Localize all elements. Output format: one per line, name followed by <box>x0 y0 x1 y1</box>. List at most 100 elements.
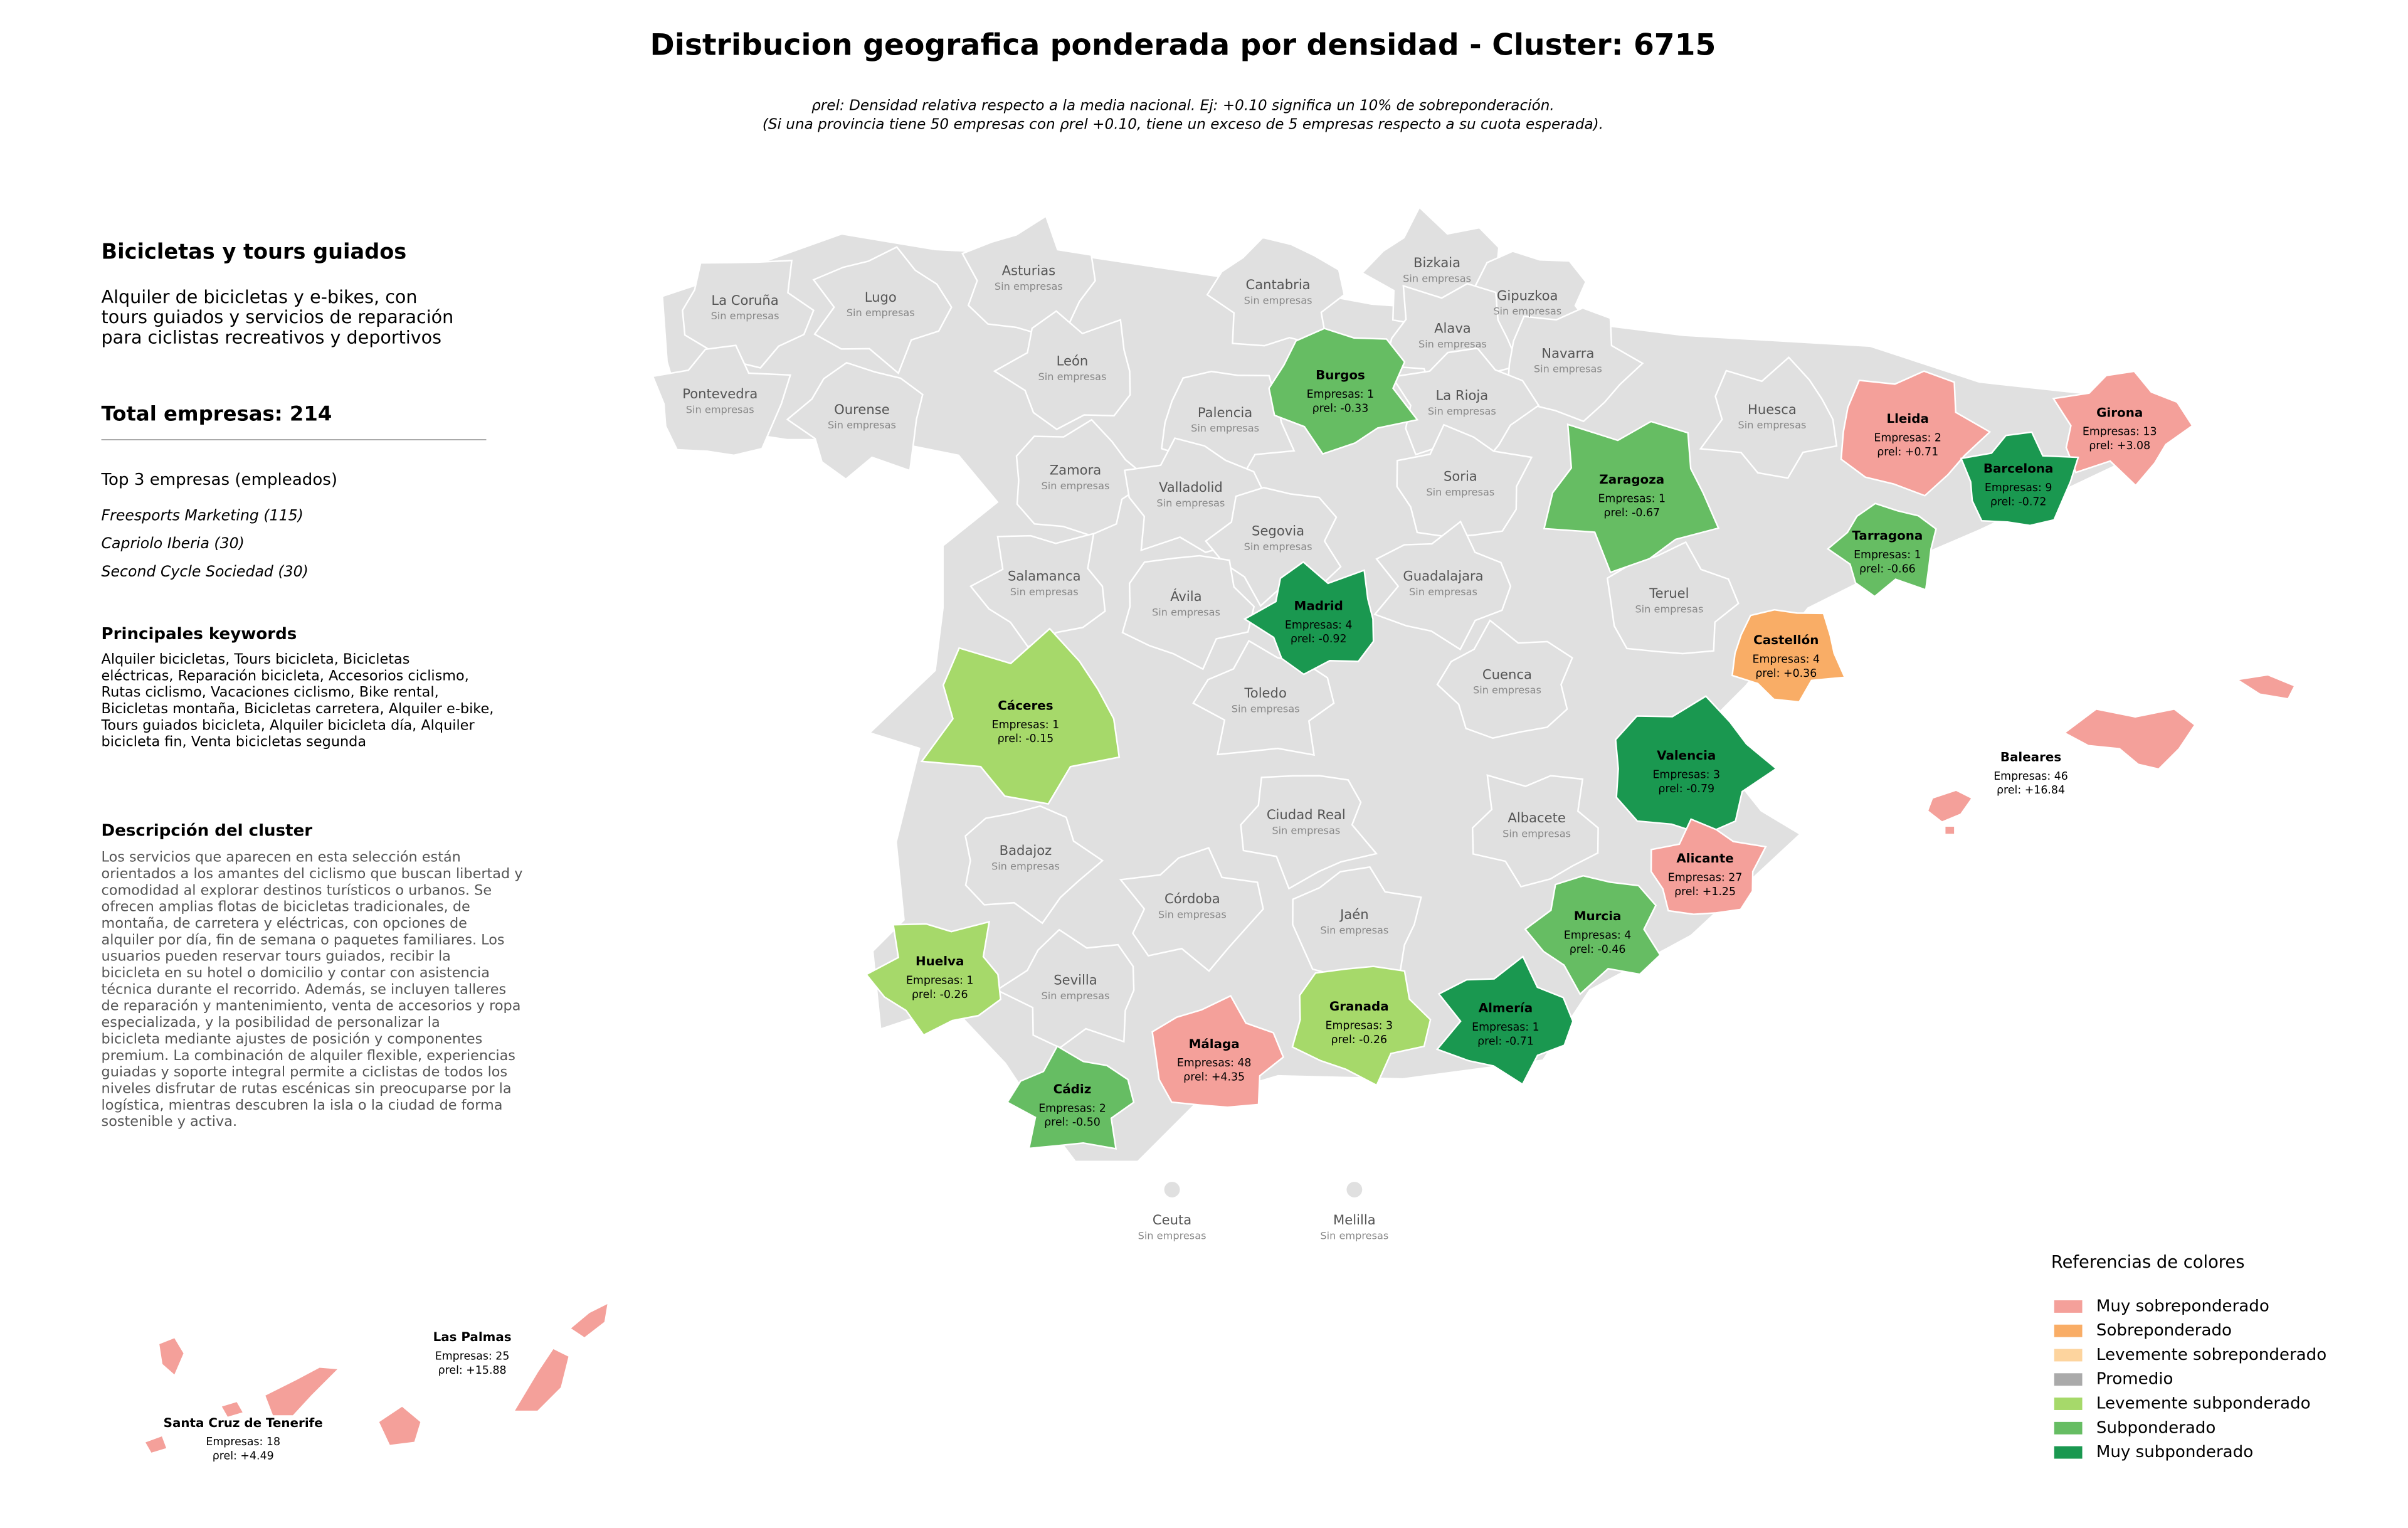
province-name: Valladolid <box>1159 479 1223 495</box>
province-name: Cantabria <box>1245 277 1310 292</box>
province-name: La Coruña <box>711 292 778 308</box>
province-name: Zaragoza <box>1599 472 1664 487</box>
province-count: Empresas: 1 <box>1307 388 1375 401</box>
province-shape <box>1471 774 1599 888</box>
province-name: Salamanca <box>1008 568 1081 584</box>
description-line: bicicleta en su hotel o domicilio y cont… <box>102 965 490 981</box>
province-status: Sin empresas <box>1534 363 1602 375</box>
province-density: ρrel: -0.26 <box>1331 1034 1387 1046</box>
province-status: Sin empresas <box>995 280 1063 292</box>
province-shape <box>865 920 1001 1036</box>
province-name: Segovia <box>1252 523 1304 539</box>
province-name: Zamora <box>1050 462 1102 478</box>
description-line: Los servicios que aparecen en esta selec… <box>102 849 461 866</box>
legend-swatch <box>2054 1349 2083 1362</box>
province-name: Castellón <box>1753 633 1819 647</box>
province-count: Empresas: 18 <box>206 1436 280 1448</box>
province-shape <box>1699 356 1838 479</box>
keywords-line: Bicicletas montaña, Bicicletas carretera… <box>102 701 494 717</box>
province-name: Cáceres <box>998 699 1053 713</box>
province-status: Sin empresas <box>1320 924 1388 936</box>
province-status: Sin empresas <box>1738 419 1806 431</box>
keywords-line: bicicleta fin, Venta bicicletas segunda <box>102 734 367 750</box>
province-name: Bizkaia <box>1413 255 1460 270</box>
melilla-shape <box>1346 1182 1363 1197</box>
description-line: orientados a los amantes del ciclismo qu… <box>102 866 523 882</box>
keywords-line: Alquiler bicicletas, Tours bicicleta, Bi… <box>102 651 410 667</box>
province-shape <box>1506 307 1644 423</box>
description-header: Descripción del cluster <box>102 821 313 840</box>
province-count: Empresas: 2 <box>1038 1102 1106 1115</box>
province-density: ρrel: -0.46 <box>1570 943 1626 956</box>
province-status: Sin empresas <box>1191 422 1259 434</box>
province-count: Empresas: 1 <box>1854 549 1921 561</box>
province-shape <box>1240 775 1378 890</box>
island <box>158 1337 184 1376</box>
province-shape <box>920 627 1121 805</box>
province-shape <box>682 259 815 369</box>
province-shape <box>1151 994 1285 1108</box>
description-line: técnica durante el recorrido. Además, se… <box>102 981 507 997</box>
province-name: Guadalajara <box>1403 568 1483 584</box>
province-status: Sin empresas <box>1156 497 1225 509</box>
province-status: Sin empresas <box>1010 586 1079 598</box>
province-name: Ciudad Real <box>1267 807 1346 822</box>
province-shapes <box>865 327 2194 1150</box>
islands <box>1927 674 2295 835</box>
legend-swatch <box>2054 1446 2083 1459</box>
province-name: Alava <box>1434 321 1471 336</box>
province-name: Lugo <box>865 289 897 305</box>
island <box>264 1367 339 1416</box>
province-name: Gipuzkoa <box>1497 287 1558 303</box>
province-status: Sin empresas <box>1041 480 1109 492</box>
legend-swatch <box>2054 1300 2083 1313</box>
province-status: Sin empresas <box>1244 294 1312 306</box>
island <box>2237 674 2295 699</box>
description-line: niveles disfrutar de rutas escénicas sin… <box>102 1080 512 1096</box>
province-count: Empresas: 1 <box>992 719 1060 731</box>
province-name: Navarra <box>1541 345 1594 361</box>
province-density: ρrel: +0.36 <box>1755 667 1817 680</box>
province-name: Granada <box>1329 999 1389 1014</box>
island <box>514 1348 569 1412</box>
province-name: Málaga <box>1189 1037 1240 1051</box>
island <box>221 1401 244 1418</box>
province-shape <box>1650 818 1767 915</box>
province-status: Sin empresas <box>1409 586 1477 598</box>
province-name: León <box>1057 353 1089 369</box>
total: Total empresas: 214 <box>102 401 332 425</box>
ceuta-shape <box>1164 1182 1180 1197</box>
province-status: Sin empresas <box>1041 990 1109 1002</box>
province-shape <box>1435 955 1574 1086</box>
description-line: montaña, de carretera y eléctricas, con … <box>102 915 467 931</box>
province-shape <box>1243 561 1375 676</box>
province-name: Melilla <box>1333 1212 1376 1228</box>
province-status: Sin empresas <box>1493 305 1561 317</box>
province-density: ρrel: -0.26 <box>912 989 968 1001</box>
top-header: Top 3 empresas (empleados) <box>101 470 338 489</box>
province-shape <box>812 246 953 374</box>
province-shape <box>1373 520 1512 651</box>
province-name: Córdoba <box>1164 891 1220 906</box>
legend-swatch <box>2054 1373 2083 1386</box>
province-shape <box>1291 965 1432 1086</box>
province-status: Sin empresas <box>1320 1230 1388 1242</box>
province-status: Sin empresas <box>1428 405 1496 417</box>
description-line: sostenible y activa. <box>102 1113 238 1130</box>
province-density: ρrel: +4.49 <box>213 1450 274 1463</box>
province-count: Empresas: 4 <box>1753 653 1820 666</box>
description-line: especializada, y la posibilidad de perso… <box>102 1014 440 1031</box>
islands <box>144 1337 339 1454</box>
province-count: Empresas: 27 <box>1668 871 1743 884</box>
province-status: Sin empresas <box>1502 827 1571 839</box>
subtitle: (Si una provincia tiene 50 empresas con … <box>763 116 1603 132</box>
province-name: Pontevedra <box>682 386 758 401</box>
province-density: ρrel: -0.67 <box>1603 507 1660 519</box>
province-shape <box>969 532 1106 648</box>
province-name: Madrid <box>1294 598 1343 613</box>
province-density: ρrel: +0.71 <box>1877 446 1938 459</box>
province-name: Cuenca <box>1482 666 1532 682</box>
info-panel: Bicicletas y tours guiados Total empresa… <box>101 239 523 1130</box>
